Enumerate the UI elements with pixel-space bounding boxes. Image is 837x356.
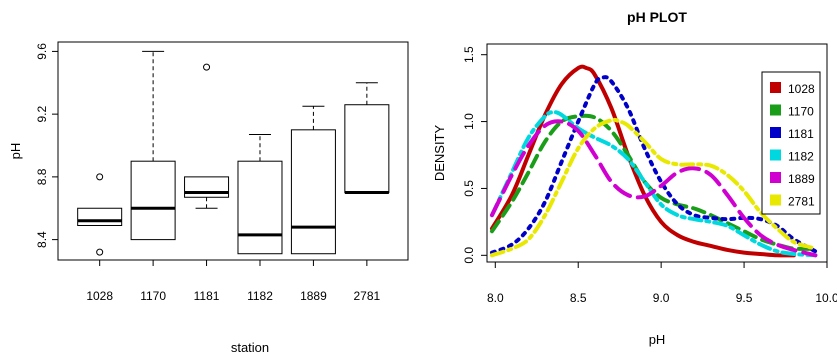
boxplot-panel: pH station 8.4 8.8 9.2 9.6 1028 1170 1181 1182 1… — [8, 41, 409, 355]
boxplot-box — [130, 160, 176, 241]
density-x-tick-label: 8.5 — [570, 291, 587, 305]
boxplot-box — [237, 160, 283, 255]
legend-swatch-1889 — [770, 172, 781, 183]
density-line-1181 — [489, 75, 818, 255]
legend-swatch-1182 — [770, 149, 781, 161]
boxplot-box — [184, 176, 230, 198]
density-x-tick-label: 9.5 — [736, 291, 753, 305]
density-y-tick-label: 1.0 — [462, 113, 476, 130]
density-y-axis-label: DENSITY — [432, 125, 447, 182]
boxplot-box — [290, 129, 336, 255]
legend-swatch-1170 — [770, 104, 781, 116]
density-x-axis-label: pH — [649, 332, 666, 347]
legend: 1028 1170 1181 1182 1889 2781 — [761, 71, 821, 215]
density-panel: pH PLOT DENSITY pH 1028 1170 1181 1182 1889 2… — [432, 9, 837, 347]
density-chart-title: pH PLOT — [627, 9, 687, 25]
legend-box — [761, 71, 821, 215]
boxplot-box — [77, 207, 123, 226]
legend-swatch-2781 — [770, 194, 781, 206]
boxplot-x-tick-label: 1028 — [86, 289, 113, 303]
boxplot-x-tick-label: 2781 — [354, 289, 381, 303]
boxplot-x-axis-label: station — [231, 340, 269, 355]
density-line-1182 — [489, 110, 818, 258]
density-y-tick-label: 0.0 — [462, 247, 476, 264]
legend-swatch-1028 — [770, 82, 781, 93]
density-y-tick-label: 1.5 — [462, 46, 476, 63]
boxplot-x-tick-label: 1182 — [247, 289, 273, 303]
density-line-2781 — [489, 117, 818, 258]
boxplot-outlier — [96, 173, 104, 181]
density-x-tick-label: 9.0 — [653, 291, 670, 305]
legend-label-1028: 1028 — [788, 82, 815, 96]
boxplot-outlier — [96, 248, 104, 256]
boxplot-x-tick-label: 1181 — [194, 289, 220, 303]
boxplot-frame — [57, 41, 409, 261]
boxplot-y-tick-label: 8.8 — [35, 168, 49, 185]
density-line-1889 — [489, 119, 818, 258]
density-frame — [486, 43, 828, 263]
legend-label-2781: 2781 — [788, 195, 815, 209]
boxplot-y-axis-label: pH — [8, 143, 23, 160]
legend-swatch-1181 — [770, 127, 781, 138]
density-x-tick-label: 8.0 — [487, 291, 504, 305]
density-y-tick-label: 0.5 — [462, 180, 476, 197]
legend-label-1181: 1181 — [788, 127, 814, 141]
legend-label-1182: 1182 — [788, 150, 814, 164]
density-x-tick-label: 10.0 — [815, 291, 837, 305]
boxplot-x-tick-label: 1889 — [300, 289, 327, 303]
boxplot-y-tick-label: 9.2 — [35, 105, 49, 122]
density-line-1028 — [489, 64, 796, 258]
legend-label-1889: 1889 — [788, 172, 815, 186]
boxplot-y-tick-label: 9.6 — [35, 43, 49, 60]
legend-label-1170: 1170 — [788, 105, 814, 119]
boxplot-box — [344, 104, 390, 194]
boxplot-outlier — [203, 63, 211, 71]
boxplot-y-tick-label: 8.4 — [35, 231, 49, 248]
density-lines — [489, 64, 818, 258]
boxplot-x-tick-label: 1170 — [140, 289, 166, 303]
